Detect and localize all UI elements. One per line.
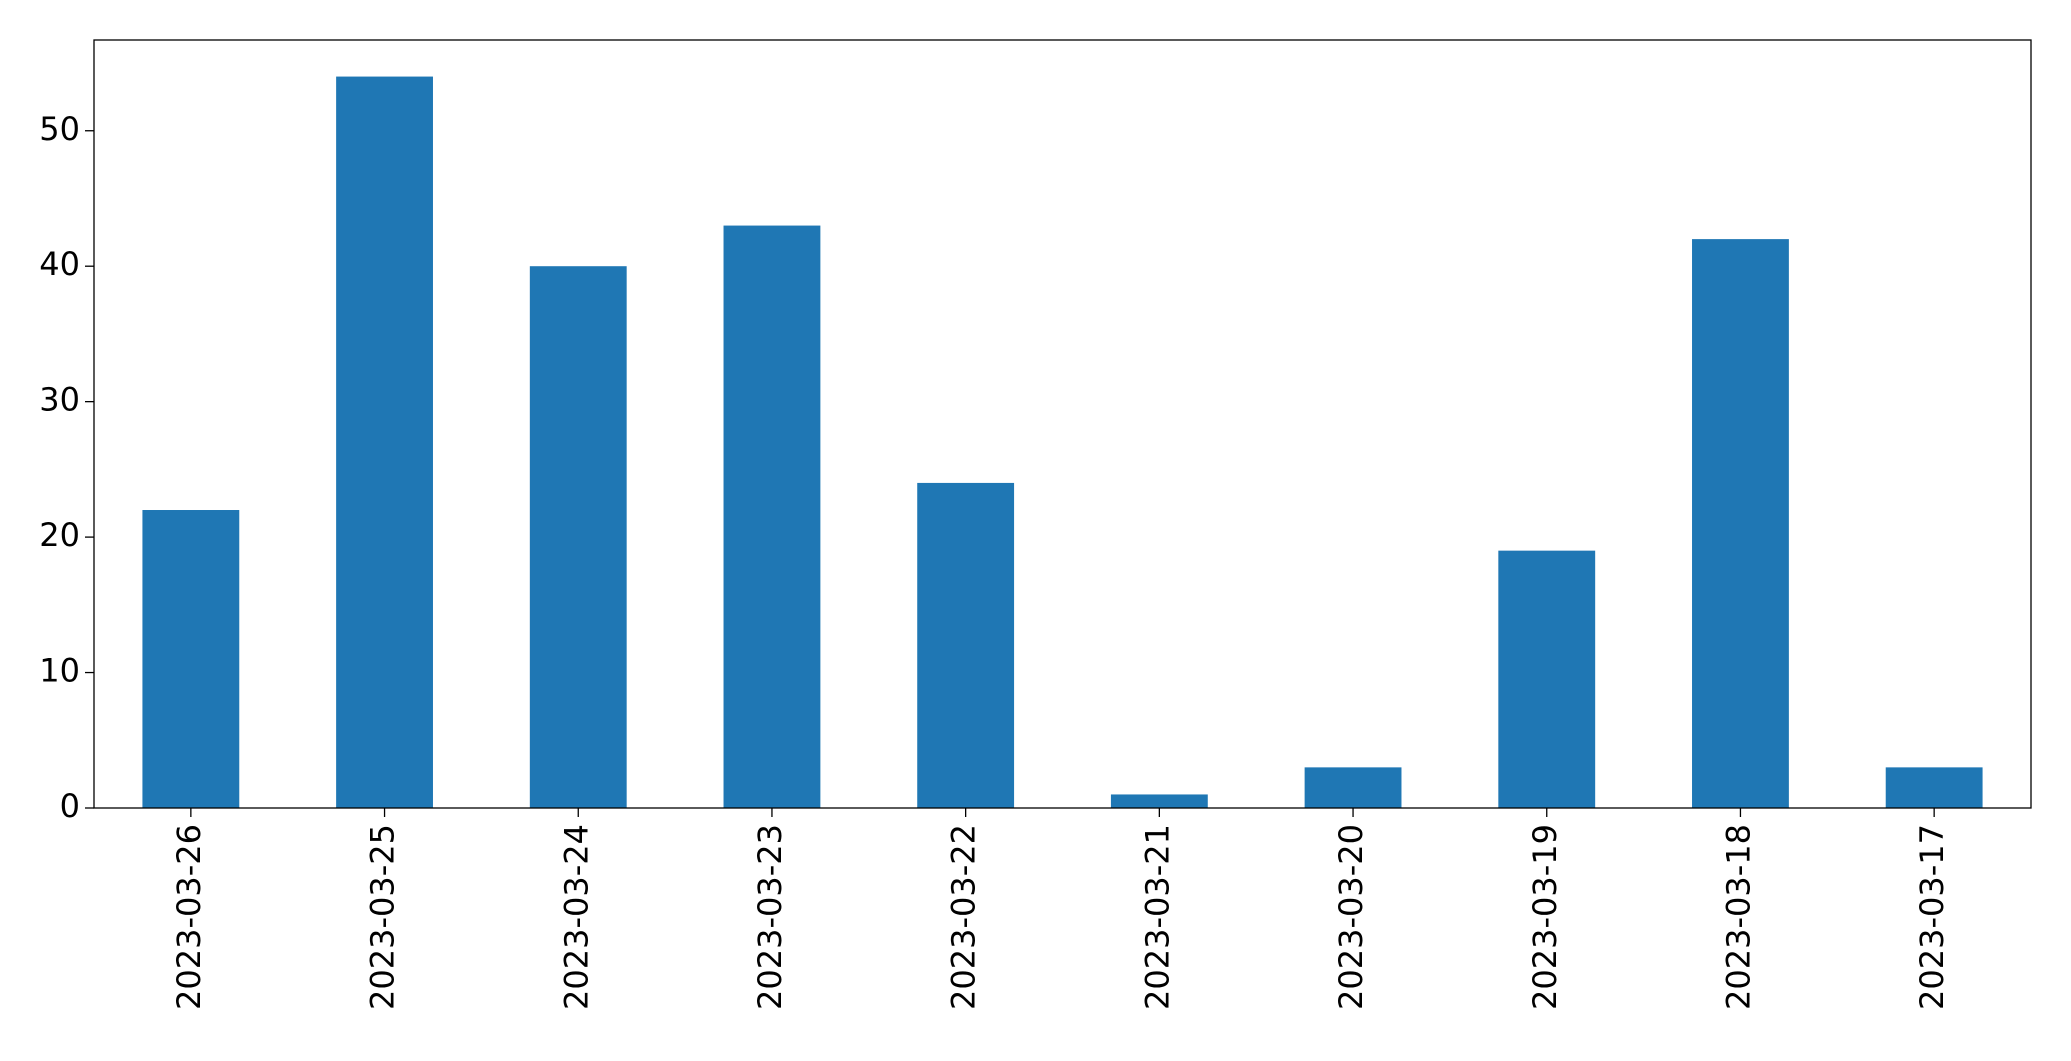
bar <box>1110 794 1208 808</box>
bar <box>1498 550 1596 808</box>
bar <box>336 76 433 809</box>
x-tick-label: 2023-03-21 <box>1138 824 1176 1010</box>
x-tick-label: 2023-03-25 <box>364 824 402 1010</box>
x-tick-label: 2023-03-18 <box>1719 824 1757 1010</box>
bar <box>529 266 627 808</box>
y-tick-label: 20 <box>39 516 80 554</box>
x-tick-label: 2023-03-20 <box>1332 824 1370 1010</box>
bar <box>917 482 1015 808</box>
y-tick-label: 30 <box>39 381 80 419</box>
bar <box>1692 239 1789 809</box>
bar <box>1304 767 1402 808</box>
y-tick-label: 0 <box>60 787 80 825</box>
y-tick-label: 50 <box>39 110 80 148</box>
x-tick-label: 2023-03-26 <box>170 824 208 1010</box>
x-tick-label: 2023-03-24 <box>557 824 595 1010</box>
x-tick-label: 2023-03-19 <box>1526 824 1564 1010</box>
y-tick-label: 10 <box>39 652 80 690</box>
plot-frame <box>93 39 2032 809</box>
x-tick-label: 2023-03-22 <box>945 824 983 1010</box>
bar <box>723 225 821 808</box>
y-tick-label: 40 <box>39 245 80 283</box>
x-tick-label: 2023-03-23 <box>751 824 789 1010</box>
x-tick-label: 2023-03-17 <box>1913 824 1951 1010</box>
bar <box>1885 767 1983 808</box>
bar <box>142 510 240 808</box>
